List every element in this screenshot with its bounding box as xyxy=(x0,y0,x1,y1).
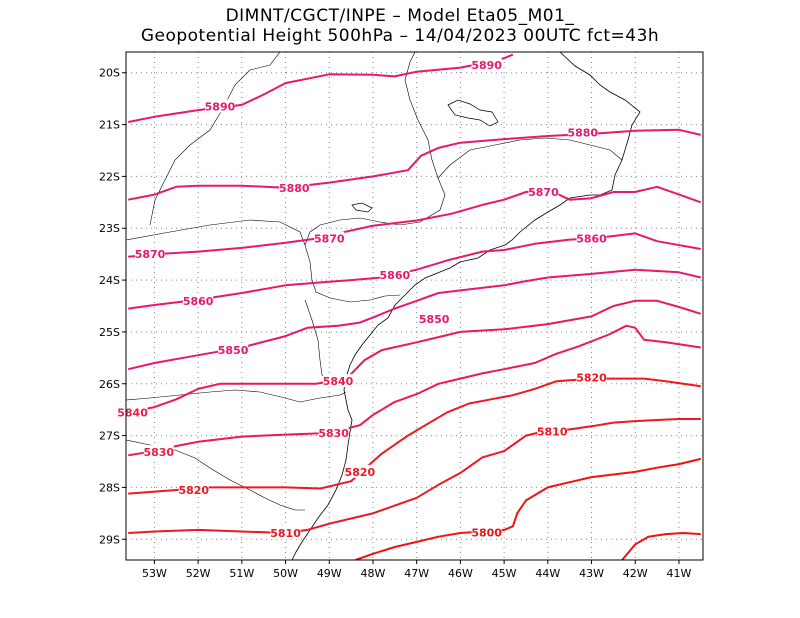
contour-label: 5830 xyxy=(318,427,349,440)
contour-label: 5870 xyxy=(528,186,559,199)
contour-label-bg xyxy=(528,184,559,198)
lon-tick-label: 47W xyxy=(404,567,429,580)
state-border xyxy=(126,389,347,403)
contour-label-bg xyxy=(178,483,209,497)
lon-tick-label: 49W xyxy=(317,567,342,580)
contour-label-bg xyxy=(183,293,214,307)
contour-label: 5800 xyxy=(471,527,502,540)
lat-tick-label: 28S xyxy=(99,481,120,494)
lon-tick-label: 41W xyxy=(667,567,692,580)
contour-5830 xyxy=(128,324,701,457)
lon-tick-label: 43W xyxy=(579,567,604,580)
contour-label: 5880 xyxy=(279,182,310,195)
contour-5860 xyxy=(128,232,701,310)
chart-title-line1: DIMNT/CGCT/INPE – Model Eta05_M01_ xyxy=(225,6,575,26)
contour-label: 5810 xyxy=(537,425,568,438)
contour-5890 xyxy=(128,53,514,123)
contour-label-bg xyxy=(204,99,235,113)
contour-5800 xyxy=(355,457,702,560)
contour-label: 5850 xyxy=(218,344,249,357)
state-border xyxy=(304,299,341,381)
contour-label: 5860 xyxy=(183,295,214,308)
contour-label-bg xyxy=(117,405,148,419)
contour-label: 5820 xyxy=(345,466,376,479)
lat-tick-label: 27S xyxy=(99,430,120,443)
chart-title-line2: Geopotential Height 500hPa – 14/04/2023 … xyxy=(140,26,660,46)
lon-tick-label: 52W xyxy=(186,567,211,580)
reservoir xyxy=(351,202,373,213)
geopotential-contours xyxy=(127,53,702,560)
lon-tick-label: 44W xyxy=(535,567,560,580)
contour-label: 5870 xyxy=(314,233,345,246)
contour-labels: 5890 5890 5880 5880 5870 5870 5870 5860 5860 5860… xyxy=(117,57,607,540)
contour-label: 5890 xyxy=(471,59,502,72)
lat-tick-label: 20S xyxy=(99,67,120,80)
lon-tick-label: 50W xyxy=(273,567,298,580)
contour-label-bg xyxy=(218,343,249,357)
contour-label-bg xyxy=(537,424,568,438)
contour-label: 5880 xyxy=(567,126,598,139)
contour-5790 xyxy=(621,532,701,560)
reservoir xyxy=(447,99,499,127)
contour-label-bg xyxy=(419,311,450,325)
lon-tick-label: 53W xyxy=(142,567,167,580)
contour-label: 5860 xyxy=(380,269,411,282)
lat-lon-grid xyxy=(126,52,703,560)
contour-label: 5830 xyxy=(143,446,174,459)
lon-tick-label: 45W xyxy=(492,567,517,580)
contour-label: 5850 xyxy=(419,313,450,326)
contour-label-bg xyxy=(314,231,345,245)
contour-label: 5860 xyxy=(576,233,607,246)
contour-5880 xyxy=(128,128,702,201)
axis-ticks: 53W 52W 51W 50W 49W 48W 47W 46W 45W 44W 43W 42W 41W 2… xyxy=(99,67,692,580)
contour-label-bg xyxy=(471,57,502,71)
contour-label: 5820 xyxy=(178,484,209,497)
contour-label-bg xyxy=(323,374,354,388)
contour-label: 5840 xyxy=(117,406,148,419)
contour-label-bg xyxy=(344,464,375,478)
contour-label: 5840 xyxy=(323,375,354,388)
contour-label-bg xyxy=(576,370,607,384)
contour-label-bg xyxy=(379,267,410,281)
contour-label-bg xyxy=(318,426,349,439)
lat-tick-label: 26S xyxy=(99,378,120,391)
contour-5870 xyxy=(128,185,702,258)
lat-tick-label: 24S xyxy=(99,274,120,287)
contour-label: 5890 xyxy=(205,100,236,113)
state-border xyxy=(437,137,623,179)
contour-label-bg xyxy=(567,125,598,139)
state-border xyxy=(126,219,401,303)
lat-tick-label: 29S xyxy=(99,533,120,546)
lon-tick-label: 42W xyxy=(623,567,648,580)
contour-label: 5810 xyxy=(270,527,301,540)
lat-tick-label: 23S xyxy=(99,222,120,235)
map-frame xyxy=(125,51,704,561)
lon-tick-label: 51W xyxy=(229,567,254,580)
contour-5840 xyxy=(128,299,702,414)
coastline xyxy=(291,52,641,560)
contour-label-bg xyxy=(471,525,502,539)
contour-label-bg xyxy=(576,231,607,245)
lon-tick-label: 46W xyxy=(448,567,473,580)
lat-tick-label: 21S xyxy=(99,119,120,132)
contour-label-bg xyxy=(270,526,301,540)
state-border xyxy=(304,52,446,246)
contour-label: 5870 xyxy=(135,248,166,261)
state-border xyxy=(149,52,281,226)
lat-tick-label: 22S xyxy=(99,170,120,183)
contour-5810 xyxy=(128,418,701,534)
contour-label: 5820 xyxy=(576,372,607,385)
contour-5850 xyxy=(127,268,702,371)
contour-label-bg xyxy=(279,180,310,194)
lat-tick-label: 25S xyxy=(99,326,120,339)
contour-label-bg xyxy=(135,247,166,261)
contour-label-bg xyxy=(143,445,174,459)
lon-tick-label: 48W xyxy=(361,567,386,580)
